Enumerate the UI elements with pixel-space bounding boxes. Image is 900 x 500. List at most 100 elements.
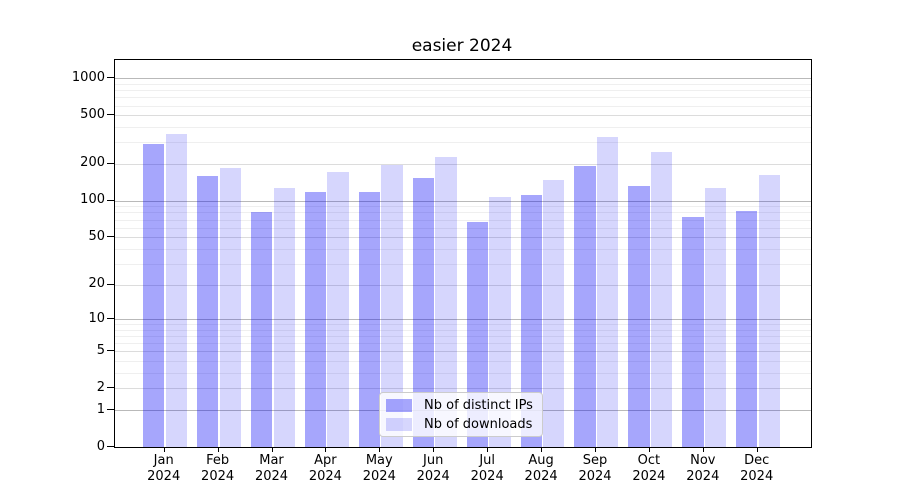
x-tick-label-may: May 2024	[362, 453, 396, 484]
y-tick-10	[107, 318, 114, 319]
x-tick-label-oct: Oct 2024	[632, 453, 666, 484]
gridline-20	[115, 284, 811, 286]
y-tick-50	[107, 236, 114, 238]
x-tick-label-jul: Jul 2024	[470, 453, 504, 484]
y-tick-label-500: 500	[80, 106, 105, 122]
bar-downloads-oct	[650, 151, 673, 447]
x-tick-label-sep: Sep 2024	[578, 453, 612, 484]
gridline-minor-3	[115, 373, 811, 374]
x-tick-jul	[487, 447, 489, 452]
gridline-100	[115, 200, 811, 202]
x-tick-sep	[595, 447, 596, 452]
bar-distinct-ips-sep	[574, 166, 596, 447]
y-tick-200	[107, 162, 114, 164]
chart-title: easier 2024	[411, 36, 513, 56]
y-tick-2	[107, 387, 114, 389]
y-tick-0	[107, 446, 114, 447]
gridline-minor-4	[115, 361, 811, 363]
y-tick-20	[107, 283, 114, 285]
gridline-minor-70	[115, 219, 811, 221]
y-tick-100	[107, 199, 114, 201]
legend-label-downloads: Nb of downloads	[424, 416, 533, 432]
bar-distinct-ips-nov	[682, 217, 704, 447]
y-tick-label-0: 0	[96, 438, 105, 454]
gridline-5	[115, 351, 811, 353]
bar-downloads-aug	[543, 179, 565, 447]
y-tick-label-1000: 1000	[71, 69, 105, 85]
x-tick-label-aug: Aug 2024	[524, 453, 558, 484]
bar-distinct-ips-aug	[520, 195, 542, 447]
gridline-minor-600	[115, 105, 811, 107]
gridline-10	[115, 319, 811, 320]
y-tick-500	[107, 114, 114, 116]
y-tick-5	[107, 350, 114, 352]
x-tick-label-apr: Apr 2024	[308, 453, 342, 484]
gridline-2	[115, 388, 811, 390]
bar-distinct-ips-feb	[197, 175, 219, 447]
gridline-minor-300	[115, 142, 811, 144]
y-tick-1	[107, 409, 114, 410]
y-tick-label-10: 10	[88, 310, 105, 326]
bar-downloads-dec	[758, 174, 781, 447]
bar-downloads-mar	[273, 187, 295, 447]
gridline-minor-9	[115, 324, 811, 326]
x-tick-label-jan: Jan 2024	[147, 453, 181, 484]
gridline-200	[115, 163, 811, 165]
y-tick-label-100: 100	[80, 192, 105, 208]
bar-downloads-apr	[327, 171, 349, 447]
x-tick-dec	[756, 447, 758, 452]
gridline-minor-60	[115, 227, 811, 229]
x-tick-apr	[325, 447, 327, 452]
plot-area	[114, 59, 812, 448]
y-tick-label-5: 5	[96, 342, 105, 358]
x-tick-may	[379, 447, 381, 452]
bar-distinct-ips-may	[358, 191, 381, 447]
bar-distinct-ips-oct	[628, 186, 650, 447]
x-tick-aug	[541, 447, 543, 452]
gridline-minor-30	[115, 263, 811, 265]
gridline-minor-700	[115, 97, 811, 99]
bar-downloads-sep	[597, 137, 619, 447]
x-tick-jan	[163, 447, 165, 452]
legend-swatch-downloads	[386, 417, 412, 431]
legend-label-distinct-ips: Nb of distinct IPs	[424, 397, 533, 413]
bar-downloads-jun	[435, 157, 457, 447]
x-tick-jun	[433, 447, 435, 452]
gridline-minor-8	[115, 329, 811, 331]
gridline-50	[115, 237, 811, 239]
gridline-minor-40	[115, 248, 811, 250]
bar-downloads-jan	[165, 134, 188, 447]
gridline-minor-80	[115, 212, 811, 214]
bar-downloads-feb	[219, 167, 241, 447]
gridline-minor-7	[115, 336, 811, 337]
gridline-500	[115, 115, 811, 117]
gridline-minor-400	[115, 127, 811, 129]
x-tick-label-feb: Feb 2024	[201, 453, 235, 484]
y-tick-label-1: 1	[96, 401, 105, 417]
y-tick-label-200: 200	[80, 155, 105, 171]
x-tick-nov	[702, 447, 704, 452]
legend-item-distinct-ips: Nb of distinct IPs	[386, 398, 534, 413]
bar-distinct-ips-apr	[304, 191, 327, 447]
bar-downloads-nov	[704, 188, 727, 447]
legend-item-downloads: Nb of downloads	[386, 417, 534, 432]
legend: Nb of distinct IPs Nb of downloads	[379, 392, 543, 437]
bar-distinct-ips-dec	[736, 211, 758, 447]
y-tick-label-20: 20	[88, 276, 105, 291]
bar-distinct-ips-jul	[466, 221, 488, 447]
bar-distinct-ips-jan	[143, 143, 165, 447]
x-tick-label-mar: Mar 2024	[254, 453, 289, 484]
gridline-minor-900	[115, 83, 811, 85]
y-tick-1000	[107, 77, 114, 79]
bar-downloads-may	[381, 164, 403, 447]
bar-downloads-jul	[489, 197, 511, 447]
y-tick-label-2: 2	[96, 379, 105, 395]
gridline-minor-800	[115, 90, 811, 92]
x-tick-feb	[217, 447, 219, 452]
gridline-minor-90	[115, 206, 811, 208]
legend-swatch-distinct-ips	[386, 398, 412, 412]
gridline-minor-6	[115, 343, 811, 345]
y-tick-label-50: 50	[88, 228, 105, 244]
x-tick-label-jun: Jun 2024	[416, 453, 450, 484]
